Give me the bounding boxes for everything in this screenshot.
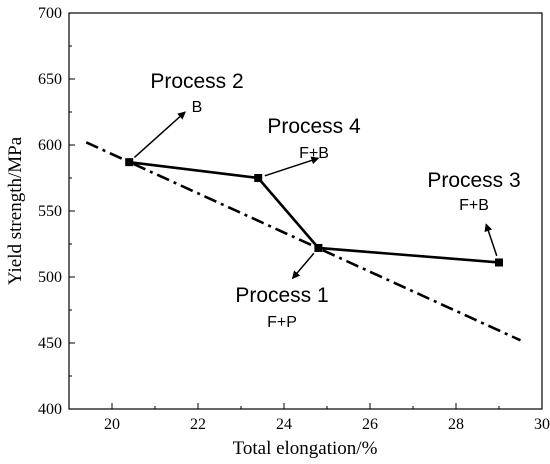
data-point — [495, 258, 503, 267]
data-point — [125, 158, 134, 167]
annotation-arrow — [264, 156, 320, 177]
data-point — [254, 174, 263, 182]
y-axis-title: Yield strength/MPa — [5, 136, 26, 285]
process-label: Process 4 — [267, 115, 361, 138]
annotation-arrow — [484, 223, 498, 257]
series-layer — [85, 141, 522, 342]
series-line-process-path — [129, 160, 500, 264]
process-label: Process 2 — [150, 70, 243, 93]
data-point — [314, 243, 323, 252]
y-tick-label: 500 — [38, 269, 62, 286]
annotation-layer: Process 2 B Process 4 F+B Process 1 F+P Proces… — [133, 70, 521, 331]
x-tick-label: 26 — [362, 416, 378, 433]
phase-label: F+P — [267, 314, 297, 331]
axis-tick-labels: 20 22 24 26 28 30 400 450 500 550 600 650 700 — [38, 5, 550, 433]
y-tick-label: 650 — [38, 71, 62, 88]
x-axis-title: Total elongation/% — [233, 438, 378, 459]
process-label: Process 3 — [427, 169, 520, 192]
phase-label: B — [192, 99, 203, 116]
y-tick-label: 600 — [38, 137, 62, 154]
x-tick-label: 24 — [276, 416, 292, 433]
x-tick-label: 20 — [104, 416, 120, 433]
phase-label: F+B — [299, 145, 329, 162]
phase-label: F+B — [459, 197, 489, 214]
axis-ticks — [68, 12, 543, 410]
x-tick-label: 22 — [190, 416, 206, 433]
y-tick-label: 550 — [38, 203, 62, 220]
trend-line — [85, 141, 522, 342]
y-tick-label: 450 — [38, 335, 62, 352]
y-tick-label: 400 — [38, 401, 62, 418]
x-tick-label: 30 — [534, 416, 550, 433]
process-label: Process 1 — [235, 284, 328, 307]
annotation-arrow — [133, 111, 186, 159]
annotation-arrow — [291, 252, 315, 280]
y-tick-label: 700 — [38, 5, 62, 22]
x-tick-label: 28 — [448, 416, 464, 433]
